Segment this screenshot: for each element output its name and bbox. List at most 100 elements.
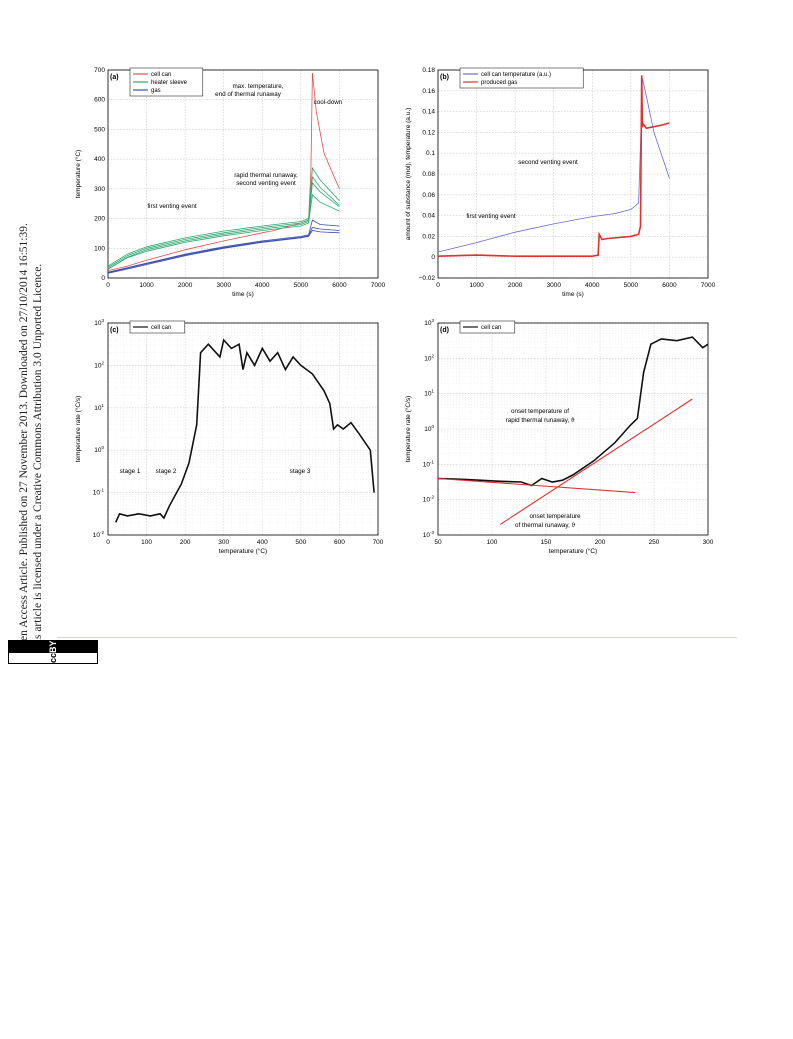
y-tick-label: 0	[101, 275, 105, 282]
legend: cell can	[459, 320, 516, 334]
x-tick-label: 2000	[508, 282, 523, 289]
x-tick-label: 500	[295, 539, 306, 546]
legend: cell can temperature (a.u.) produced gas	[459, 67, 584, 89]
series-line	[108, 166, 340, 267]
y-axis-label: amount of substance (mol), temperature (…	[405, 108, 412, 241]
y-axis-label: temperature rate (°C/s)	[404, 396, 412, 463]
x-tick-label: 3000	[216, 282, 231, 289]
x-tick-label: 4000	[255, 282, 270, 289]
cc-by-badge[interactable]: cc BY	[8, 640, 98, 664]
legend-label: heater sleeve	[151, 80, 188, 86]
grid	[437, 69, 709, 279]
y-tick-label: 10-1	[93, 488, 105, 497]
y-tick-label: 102	[94, 360, 104, 369]
y-tick-label: 600	[94, 97, 105, 104]
series-line	[108, 230, 340, 274]
x-tick-label: 0	[436, 282, 440, 289]
x-tick-label: 250	[649, 539, 660, 546]
y-tick-label: 0.14	[422, 109, 435, 116]
y-axis-label: temperature rate (°C/s)	[74, 396, 82, 463]
legend-label: produced gas	[481, 80, 517, 86]
chart-panel-c: 0 100 200 300 400 500 600 700 10-2 10-1 100 101 102 1…	[74, 318, 384, 555]
legend: cell can	[129, 320, 186, 334]
x-tick-label: 100	[487, 539, 498, 546]
x-tick-label: 6000	[662, 282, 677, 289]
y-tick-label: 10-2	[93, 530, 105, 539]
panel-label: (b)	[440, 74, 449, 81]
annotation-text: cool-down	[314, 99, 343, 106]
series-line	[499, 398, 693, 525]
x-axis-label: time (s)	[562, 291, 584, 298]
chart-panel-d: 50 100 150 200 250 300 10-3 10-2 10-1 100 101 102 10…	[404, 318, 714, 555]
license-notice[interactable]: This article is licensed under a Creativ…	[32, 263, 44, 655]
y-tick-label: 10-2	[423, 495, 435, 504]
x-axis-label: temperature (°C)	[219, 547, 267, 555]
legend-label: cell can	[151, 325, 171, 331]
legend-label: cell can	[151, 72, 171, 78]
panel-label: (a)	[110, 74, 119, 81]
chart-panel-a: 0 1000 2000 3000 4000 5000 6000 7000 0 100 200 300 4…	[74, 67, 386, 298]
y-tick-label: 100	[94, 245, 105, 252]
annotation-text: rapid thermal runaway,	[234, 172, 298, 179]
series-line	[108, 219, 340, 273]
annotation-text: first venting event	[147, 203, 197, 210]
x-tick-label: 50	[434, 539, 442, 546]
x-tick-label: 1000	[469, 282, 484, 289]
y-tick-label: 0.04	[422, 213, 435, 220]
series-line	[438, 336, 708, 487]
y-tick-label: 700	[94, 67, 105, 74]
legend-box	[129, 320, 186, 334]
y-tick-label: 101	[94, 403, 104, 412]
series-line	[438, 75, 670, 257]
y-tick-label: 0.16	[422, 88, 435, 95]
y-tick-label: 200	[94, 216, 105, 223]
y-tick-label: 10-3	[423, 530, 435, 539]
y-tick-label: 101	[424, 389, 434, 398]
y-tick-label: 400	[94, 156, 105, 163]
x-tick-label: 300	[703, 539, 714, 546]
x-tick-label: 200	[595, 539, 606, 546]
annotation-text: of thermal runaway, ϑ	[515, 522, 576, 529]
y-tick-label: 103	[424, 318, 434, 327]
y-axis-label: temperature (°C)	[74, 150, 82, 198]
x-tick-label: 0	[106, 282, 110, 289]
x-tick-label: 100	[141, 539, 152, 546]
y-tick-label: 300	[94, 186, 105, 193]
annotation-text: second venting event	[236, 180, 296, 187]
y-tick-label: 0.06	[422, 192, 435, 199]
series-line	[108, 193, 340, 270]
plot-frame	[107, 322, 379, 536]
annotation-text: rapid thermal runaway, ϑ	[506, 417, 575, 424]
chart-panel-b: 0 1000 2000 3000 4000 5000 6000 7000−0.0200.020…	[405, 67, 716, 298]
annotation-text: max. temperature,	[232, 83, 283, 90]
x-axis-label: temperature (°C)	[549, 547, 597, 555]
license-sidebar: Open Access Article. Published on 27 Nov…	[8, 195, 48, 665]
y-tick-label: 500	[94, 126, 105, 133]
y-tick-label: 0	[431, 254, 435, 261]
x-tick-label: 300	[218, 539, 229, 546]
cc-icon: cc	[9, 652, 97, 663]
page-divider	[57, 637, 737, 638]
annotation-text: second venting event	[518, 159, 578, 166]
legend-label: cell can temperature (a.u.)	[481, 72, 551, 78]
y-tick-label: 0.1	[426, 150, 435, 157]
x-tick-label: 600	[334, 539, 345, 546]
y-tick-label: 0.02	[422, 233, 435, 240]
y-tick-label: 103	[94, 318, 104, 327]
x-tick-label: 200	[180, 539, 191, 546]
y-tick-label: −0.02	[419, 275, 436, 282]
published-notice: Open Access Article. Published on 27 Nov…	[18, 223, 30, 655]
x-tick-label: 4000	[585, 282, 600, 289]
x-tick-label: 5000	[624, 282, 639, 289]
series-line	[108, 72, 340, 271]
grid	[437, 322, 709, 536]
y-tick-label: 0.18	[422, 67, 435, 74]
x-axis-label: time (s)	[232, 291, 254, 298]
by-icon: BY	[9, 640, 97, 653]
series-line	[108, 181, 340, 270]
legend-label: gas	[151, 88, 161, 94]
annotation-text: end of thermal runaway	[215, 91, 282, 98]
x-tick-label: 700	[373, 539, 384, 546]
annotation-text: stage 3	[290, 468, 311, 475]
series-line	[108, 227, 340, 274]
